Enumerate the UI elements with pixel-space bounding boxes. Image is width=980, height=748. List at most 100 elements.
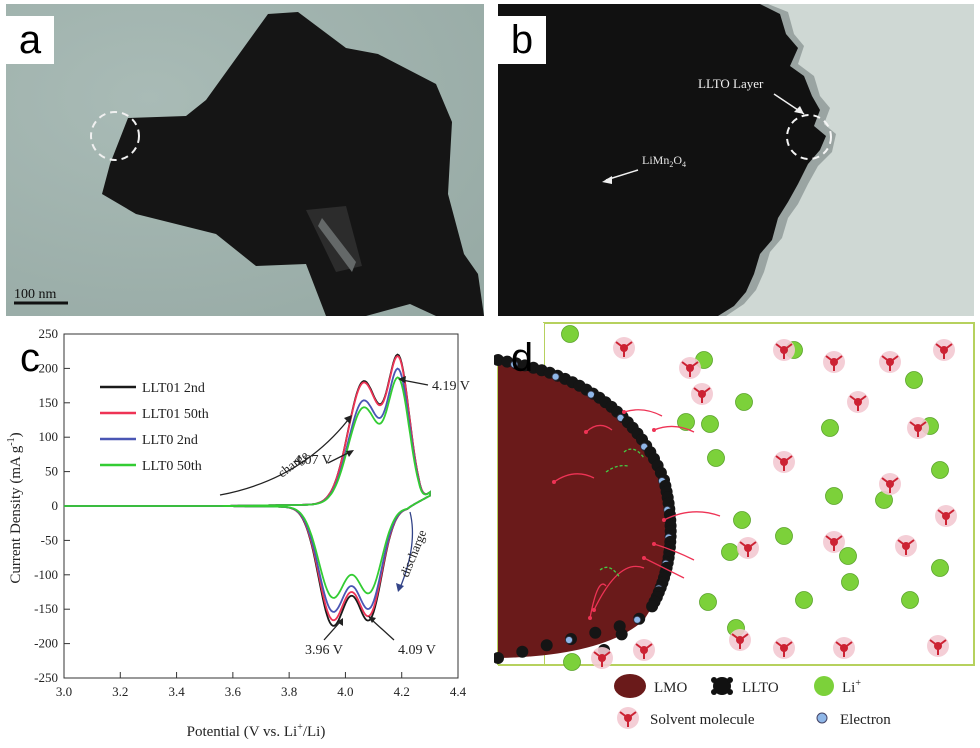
li-ion [735, 393, 753, 411]
solvent-molecule [691, 383, 713, 405]
panel-letter-a: a [6, 16, 54, 64]
legend-entry-1: LLT01 50th [142, 407, 209, 422]
panel-c: 3.0 3.2 3.4 3.6 3.8 4.0 4.2 4.4 250 200 150 100 50 0 -… [0, 320, 490, 743]
solvent-molecule [847, 391, 869, 413]
schematic-diagram: LMO LLTO Li+ Solvent molecule Electron [492, 322, 975, 729]
electron-path-arrow [623, 448, 645, 459]
legend-li-label: Li+ [842, 678, 861, 696]
solvent-molecule [907, 417, 929, 439]
legend-entry-2: LLT0 2nd [142, 433, 198, 448]
lmo-legend-icon [614, 674, 646, 698]
llto-grain [646, 600, 659, 613]
legend-entry-0: LLT01 2nd [142, 381, 205, 396]
li-ion [931, 461, 949, 479]
li-ion [561, 325, 579, 343]
diffusion-arrows [552, 409, 721, 620]
panel-d: LMO LLTO Li+ Solvent molecule Electron [492, 320, 980, 743]
x-tick-label-0: 3.0 [56, 684, 72, 699]
li-diffusion-arrow [589, 583, 607, 619]
solvent-molecule [927, 635, 949, 657]
y-tick-label-5: 0 [52, 498, 59, 513]
electron-dot [565, 636, 573, 644]
scale-bar-label: 100 nm [14, 287, 57, 302]
annotation-4.07V: 4.07 V [294, 453, 332, 468]
solvent-molecule [591, 647, 613, 669]
y-tick-label-4: 50 [45, 464, 58, 479]
x-tick-label-4: 3.8 [281, 684, 297, 699]
li-ion [825, 487, 843, 505]
y-tick-label-6: -50 [41, 532, 58, 547]
li-ion [701, 415, 719, 433]
legend-electron-label: Electron [840, 712, 891, 728]
electron-dot [633, 615, 642, 624]
x-tick-label-5: 4.0 [337, 684, 353, 699]
electron-path-arrow [605, 464, 629, 473]
solvent-molecule [737, 537, 759, 559]
llto-legend-icon [711, 677, 733, 695]
y-tick-label-10: -250 [34, 670, 58, 685]
panel-a: 100 nm [6, 4, 484, 316]
annotation-3.96V: 3.96 V [305, 643, 343, 658]
li-ion [699, 593, 717, 611]
legend-d: LMO LLTO Li+ Solvent molecule Electron [614, 674, 891, 729]
cv-chart: 3.0 3.2 3.4 3.6 3.8 4.0 4.2 4.4 250 200 150 100 50 0 -… [6, 326, 470, 740]
limn2o4-label: LiMn2O4 [642, 153, 686, 169]
li-diffusion-arrow [653, 425, 695, 433]
panel-letter-b: b [498, 16, 546, 64]
cv-series-3 [64, 376, 431, 599]
li-ion [563, 653, 581, 671]
li-ion [721, 543, 739, 561]
li-ion [839, 547, 857, 565]
li-diffusion-arrow [593, 565, 645, 611]
annotation-4.09V: 4.09 V [398, 643, 436, 658]
llto-grain [492, 354, 504, 366]
li-ion [901, 591, 919, 609]
y-tick-label-9: -200 [34, 636, 58, 651]
electron-legend-icon [816, 712, 828, 724]
tem-image-a: 100 nm [6, 4, 484, 316]
x-tick-label-7: 4.4 [450, 684, 467, 699]
x-tick-label-3: 3.6 [225, 684, 242, 699]
electron-dot [510, 360, 519, 369]
particle-silhouette [102, 12, 484, 316]
annotation-4.19V: 4.19 V [432, 379, 470, 394]
y-axis-label: Current Density (mA g-1) [6, 432, 24, 583]
li-diffusion-arrow [653, 543, 695, 561]
x-tick-label-6: 4.2 [394, 684, 410, 699]
li-ion [841, 573, 859, 591]
panel-letter-c: c [20, 336, 40, 380]
llto-grain [540, 639, 553, 652]
llto-grain [516, 645, 529, 658]
y-tick-label-0: 250 [39, 326, 59, 341]
solvent-molecule [823, 531, 845, 553]
llto-grain [492, 652, 504, 664]
y-tick-label-8: -150 [34, 601, 58, 616]
solvent-legend-icon [617, 707, 639, 729]
li-ion [821, 419, 839, 437]
x-axis-label: Potential (V vs. Li+/Li) [187, 722, 326, 740]
li-ion [795, 591, 813, 609]
llto-grain [501, 355, 514, 368]
x-tick-label-1: 3.2 [112, 684, 128, 699]
species-particles [561, 325, 957, 671]
solvent-molecule [773, 637, 795, 659]
panel-b: LLTO Layer LiMn2O4 [498, 4, 974, 316]
solvent-molecule [613, 337, 635, 359]
solvent-molecule [773, 451, 795, 473]
li-ion [707, 449, 725, 467]
solvent-molecule [879, 473, 901, 495]
tem-image-b: LLTO Layer LiMn2O4 [498, 4, 974, 316]
li-diffusion-arrow [623, 409, 663, 417]
electron-path-arrow [599, 566, 621, 579]
solvent-molecule [833, 637, 855, 659]
solvent-molecule [895, 535, 917, 557]
li-legend-icon [814, 676, 834, 696]
solvent-molecule [773, 339, 795, 361]
cv-curves [64, 353, 431, 627]
solvent-molecule [935, 505, 957, 527]
axis-ticks: 3.0 3.2 3.4 3.6 3.8 4.0 4.2 4.4 250 200 150 100 50 0 -… [34, 326, 466, 699]
legend-solvent-label: Solvent molecule [650, 712, 755, 728]
li-diffusion-arrow [553, 473, 595, 483]
y-tick-label-1: 200 [39, 360, 59, 375]
li-ion [905, 371, 923, 389]
